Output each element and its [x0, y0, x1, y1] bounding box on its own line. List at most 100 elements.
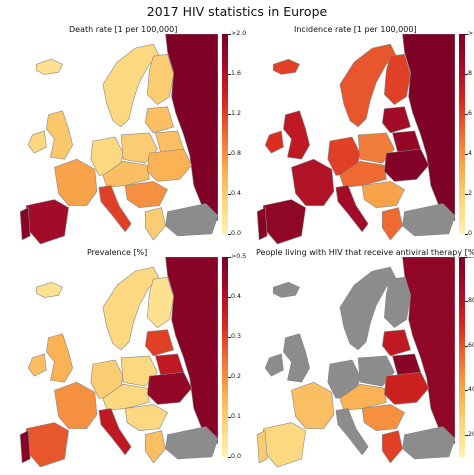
region-uk	[283, 333, 310, 383]
choropleth-map	[19, 257, 218, 468]
region-portugal	[256, 207, 268, 241]
colorbar-tick-mark	[465, 194, 468, 195]
colorbar-tick-label: 80	[468, 297, 474, 305]
region-ireland	[27, 130, 47, 154]
colorbar-tick-label: 0	[468, 230, 473, 237]
colorbar-tick-label: 2	[468, 190, 473, 197]
colorbar-tick-label: 60	[468, 341, 474, 349]
region-france	[54, 381, 98, 429]
region-baltics	[381, 106, 411, 134]
region-italy	[335, 408, 369, 456]
colorbar-tick-mark	[228, 34, 231, 35]
colorbar-tick-label: 1.2	[231, 110, 242, 117]
region-greece	[145, 207, 166, 241]
colorbar-tick-mark	[465, 114, 468, 115]
region-iceland	[272, 281, 300, 298]
region-baltics	[381, 329, 411, 357]
region-iberia	[262, 199, 306, 245]
region-uk	[46, 333, 73, 383]
colorbar-tick-label: 20	[468, 430, 474, 438]
region-scandinavia	[339, 43, 397, 128]
colorbar-tick-label: 0.2	[231, 373, 242, 380]
region-baltics	[144, 329, 174, 357]
choropleth-map	[256, 257, 455, 468]
figure-title: 2017 HIV statistics in Europe	[146, 4, 328, 19]
region-ukraine	[384, 371, 430, 405]
region-balkans	[361, 404, 405, 431]
colorbar-tick-mark	[228, 377, 231, 378]
region-italy	[335, 185, 369, 233]
region-turkey	[402, 426, 455, 460]
region-uk	[283, 110, 310, 160]
region-greece	[382, 207, 403, 241]
colorbar-tick-mark	[228, 417, 231, 418]
region-ireland	[264, 353, 284, 377]
colorbar-tick-mark	[465, 74, 468, 75]
colorbar-tick-label: 0.4	[231, 190, 242, 197]
colorbar-tick-label: 0.4	[231, 293, 242, 300]
region-scandinavia	[339, 266, 397, 351]
region-russia	[402, 257, 455, 445]
region-france	[291, 381, 335, 429]
region-ukraine	[147, 371, 193, 405]
region-balkans	[124, 181, 168, 208]
colorbar-tick-mark	[228, 337, 231, 338]
colorbar-tick-mark	[465, 154, 468, 155]
colorbar-tick-label: >10	[468, 30, 474, 37]
colorbar-tick-label: 0.0	[231, 230, 242, 237]
colorbar-tick-label: >2.0	[231, 30, 247, 37]
region-finland	[384, 276, 411, 329]
colorbar-tick-mark	[228, 74, 231, 75]
colorbar-tick-label: 0.8	[231, 150, 242, 157]
region-iberia	[25, 422, 69, 468]
region-italy	[98, 408, 132, 456]
region-portugal	[19, 207, 31, 241]
panel-death-rate: Death rate [1 per 100,000] 0.0 0.4 0.8 1.2 1…	[0, 22, 246, 252]
colorbar-tick-mark	[228, 114, 231, 115]
colorbar-tick-label: 0.3	[231, 333, 242, 340]
region-finland	[147, 53, 174, 106]
colorbar-tick-label: 40	[468, 386, 474, 394]
panel-title: Prevalence [%]	[86, 248, 149, 257]
colorbar-tick-mark	[465, 34, 468, 35]
region-scandinavia	[102, 43, 160, 128]
panel-title: People living with HIV that receive anti…	[255, 248, 474, 257]
region-russia	[402, 34, 455, 222]
colorbar-tick-mark	[228, 154, 231, 155]
colorbar-tick-label: 0.1	[231, 413, 242, 420]
region-iceland	[272, 58, 300, 75]
region-greece	[145, 430, 166, 464]
choropleth-map	[19, 34, 218, 245]
colorbar-tick-mark	[228, 457, 231, 458]
region-turkey	[165, 426, 218, 460]
region-iceland	[35, 281, 63, 298]
colorbar-tick-mark	[465, 390, 468, 392]
colorbar-tick-mark	[465, 234, 468, 235]
panel-incidence-rate: Incidence rate [1 per 100,000] 0 2 4 6 8 >10	[237, 22, 474, 252]
region-ukraine	[147, 148, 193, 182]
region-iberia	[262, 422, 306, 468]
colorbar-tick-mark	[465, 345, 468, 347]
region-ireland	[27, 353, 47, 377]
region-portugal	[19, 430, 31, 464]
colorbar	[222, 257, 228, 457]
colorbar-tick-label: 0.0	[231, 453, 242, 460]
region-iberia	[25, 199, 69, 245]
colorbar	[222, 34, 228, 234]
region-finland	[147, 276, 174, 329]
colorbar-tick-mark	[465, 301, 468, 303]
colorbar-tick-label: 1.6	[231, 70, 242, 77]
colorbar	[459, 257, 465, 457]
colorbar-tick-label: 8	[468, 70, 473, 77]
region-balkans	[124, 404, 168, 431]
colorbar-tick-mark	[228, 257, 231, 258]
colorbar-tick-mark	[465, 257, 468, 258]
region-france	[291, 158, 335, 206]
region-baltics	[144, 106, 174, 134]
region-turkey	[402, 203, 455, 237]
panel-prevalence: Prevalence [%] 0.0 0.1 0.2 0.3 0.4 >0.5	[0, 245, 246, 475]
colorbar-tick-label: 6	[468, 110, 473, 117]
region-finland	[384, 53, 411, 106]
panel-antiviral-therapy: People living with HIV that receive anti…	[237, 245, 474, 475]
region-turkey	[165, 203, 218, 237]
